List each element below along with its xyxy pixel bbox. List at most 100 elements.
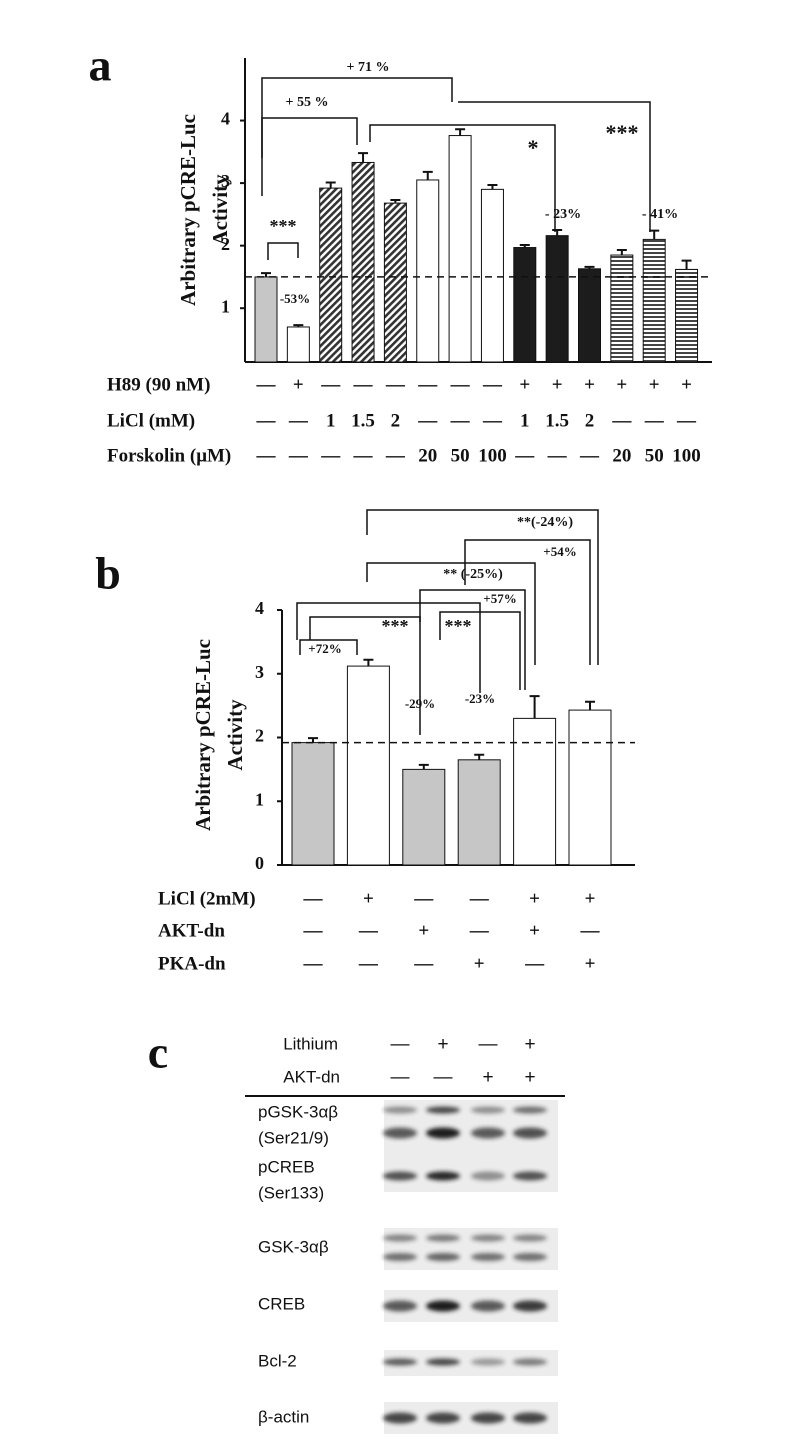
annotation: +54% (543, 544, 576, 559)
treatment-value: — (358, 953, 379, 974)
treatment-value: + (363, 888, 374, 909)
bar (351, 161, 375, 363)
treatment-value: + (474, 953, 485, 974)
bracket (366, 562, 536, 665)
treatment-value: — (413, 953, 434, 974)
annotation: **(-24%) (517, 515, 573, 530)
treatment-label: PKA-dn (158, 953, 226, 974)
treatment-value: — (547, 445, 568, 466)
band (426, 1234, 460, 1242)
error-bar (422, 170, 433, 180)
treatment-value: + (649, 374, 660, 395)
treatment-value: — (579, 445, 600, 466)
annotation: *** (606, 120, 639, 145)
treatment-value: — (288, 445, 309, 466)
error-bar (358, 152, 369, 163)
treatment-value: — (644, 410, 665, 431)
blot-row-label: (Ser21/9) (258, 1128, 329, 1147)
condition-label: AKT-dn (283, 1067, 340, 1086)
band (513, 1234, 547, 1242)
band (513, 1412, 547, 1424)
bar (291, 742, 335, 866)
error-bar (293, 324, 304, 327)
bracket (439, 611, 521, 690)
treatment-value: + (681, 374, 692, 395)
y-tick-label: 3 (255, 662, 264, 682)
bracket (309, 616, 421, 735)
treatment-value: — (303, 920, 324, 941)
bar (254, 276, 278, 363)
treatment-value: 1 (326, 410, 336, 431)
treatment-value: 50 (451, 445, 470, 466)
y-axis-label: Arbitrary pCRE-Luc (176, 114, 200, 306)
y-axis-label: Activity (223, 699, 247, 771)
annotation: *** (382, 616, 409, 636)
y-axis-label: Arbitrary pCRE-Luc (191, 639, 215, 831)
treatment-value: 100 (672, 445, 701, 466)
treatment-value: — (256, 445, 277, 466)
treatment-value: — (514, 445, 535, 466)
treatment-label: H89 (90 nM) (107, 374, 210, 395)
bar (319, 187, 343, 363)
treatment-label: AKT-dn (158, 920, 225, 941)
annotation: -53% (280, 291, 310, 306)
band (471, 1234, 505, 1242)
treatment-value: + (552, 374, 563, 395)
error-bar (325, 181, 336, 189)
band (383, 1234, 417, 1242)
band (471, 1300, 505, 1312)
blot-row-label: (Ser133) (258, 1183, 324, 1202)
y-tick-label: 2 (221, 234, 230, 254)
band (426, 1300, 460, 1312)
band (383, 1127, 417, 1139)
bar (286, 326, 310, 363)
treatment-value: — (450, 374, 471, 395)
treatment-value: — (450, 410, 471, 431)
treatment-value: — (288, 410, 309, 431)
bar (513, 247, 537, 363)
error-bar (616, 249, 627, 256)
treatment-value: — (256, 374, 277, 395)
bracket (366, 509, 599, 665)
annotation: *** (445, 616, 472, 636)
treatment-value: — (469, 920, 490, 941)
condition-value: — (434, 1067, 453, 1088)
y-axis-label: Activity (208, 174, 232, 246)
treatment-value: + (418, 920, 429, 941)
annotation: *** (270, 216, 297, 236)
treatment-value: + (519, 374, 530, 395)
treatment-value: — (385, 445, 406, 466)
bracket (261, 117, 358, 158)
annotation: - 41% (642, 207, 678, 222)
band (513, 1358, 547, 1366)
error-bar (455, 128, 466, 136)
bracket (267, 242, 299, 260)
treatment-value: 20 (612, 445, 631, 466)
y-tick-label: 4 (255, 598, 264, 618)
treatment-value: — (482, 410, 503, 431)
treatment-value: — (303, 953, 324, 974)
band (471, 1412, 505, 1424)
treatment-label: Forskolin (μM) (107, 445, 231, 466)
band (426, 1253, 460, 1261)
treatment-value: + (529, 920, 540, 941)
treatment-value: — (413, 888, 434, 909)
treatment-value: — (320, 374, 341, 395)
blot-strip (384, 1228, 558, 1270)
treatment-value: — (482, 374, 503, 395)
y-tick-label: 3 (221, 171, 230, 191)
treatment-value: — (417, 374, 438, 395)
error-bar (474, 753, 485, 760)
error-bar (584, 265, 595, 269)
treatment-value: — (417, 410, 438, 431)
condition-label: Lithium (283, 1034, 338, 1053)
band (383, 1300, 417, 1312)
bar (416, 179, 440, 363)
bar (610, 254, 634, 363)
band (383, 1253, 417, 1261)
treatment-value: + (293, 374, 304, 395)
band (426, 1127, 460, 1139)
condition-value: + (524, 1067, 535, 1088)
bar (457, 759, 501, 866)
